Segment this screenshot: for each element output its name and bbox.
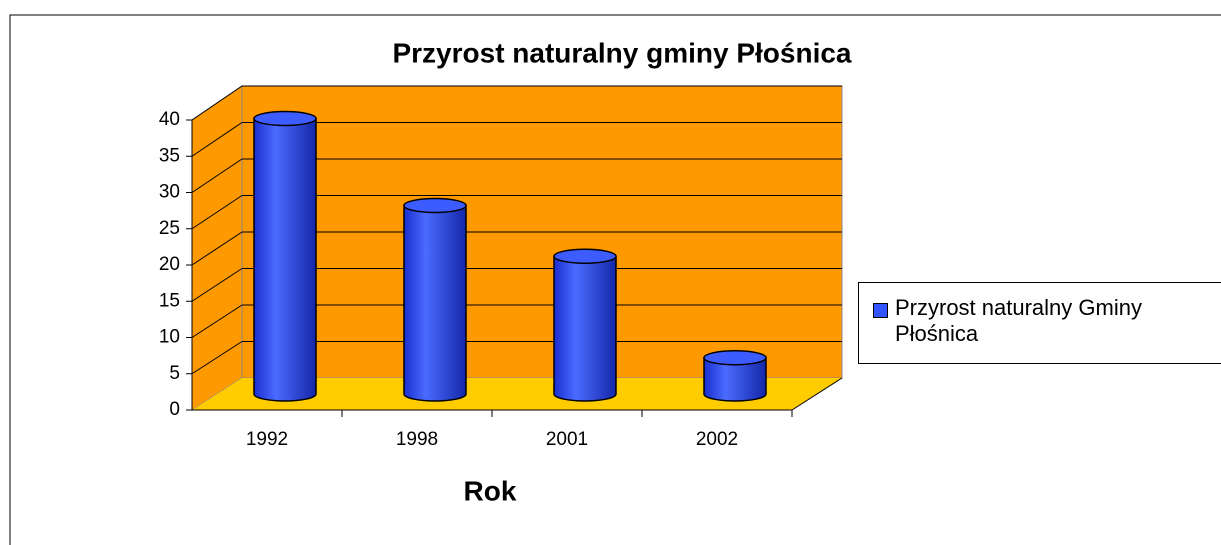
y-tick-label: 15 (159, 290, 180, 311)
floor (192, 378, 842, 410)
chart-title: Przyrost naturalny gminy Płośnica (392, 37, 851, 68)
grid-line (191, 158, 243, 193)
grid-line (191, 122, 243, 157)
grid-line (191, 231, 243, 266)
legend-label: Przyrost naturalny Gminy Płośnica (895, 295, 1142, 346)
y-tick-label: 20 (159, 254, 180, 275)
x-tick-label: 2001 (546, 429, 588, 450)
bar (553, 255, 617, 402)
x-tick-label: 1998 (396, 429, 438, 450)
bar-top (253, 110, 317, 127)
y-tick-label: 25 (159, 218, 180, 239)
grid-line (191, 304, 243, 338)
x-tick-label: 1992 (246, 429, 288, 450)
grid-line (191, 341, 243, 375)
floor-edge (791, 377, 843, 411)
y-tick-label: 40 (159, 109, 180, 130)
bar (403, 204, 467, 402)
legend: Przyrost naturalny Gminy Płośnica (858, 282, 1221, 364)
y-tick-label: 30 (159, 182, 180, 203)
bar-top (553, 248, 617, 264)
bar-top (703, 350, 767, 366)
x-axis-title: Rok (464, 475, 517, 506)
y-tick-label: 5 (169, 363, 180, 384)
y-tick-label: 10 (159, 327, 180, 348)
bar (703, 357, 767, 402)
legend-swatch (873, 303, 888, 318)
y-tick-label: 0 (169, 399, 180, 420)
grid-line (191, 85, 243, 121)
bar-top (403, 197, 467, 214)
grid-line (191, 195, 243, 230)
grid-line (191, 268, 243, 302)
bar (253, 117, 317, 402)
x-tick-label: 2002 (696, 429, 738, 450)
y-tick-label: 35 (159, 145, 180, 166)
